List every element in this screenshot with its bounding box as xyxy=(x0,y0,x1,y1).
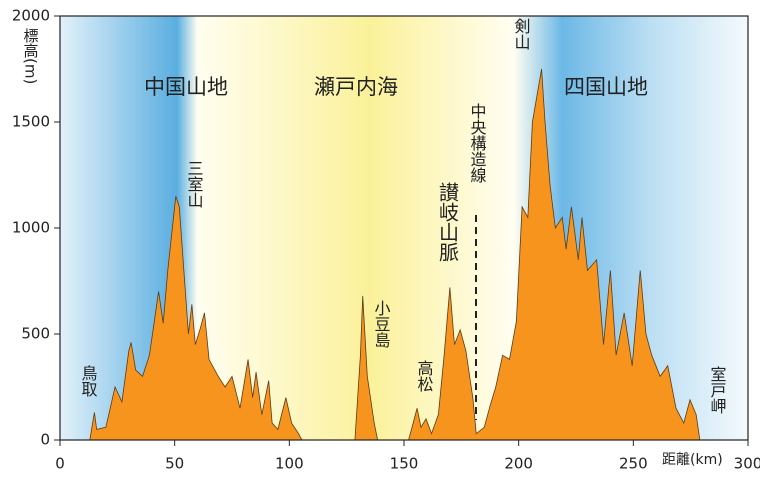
y-axis-label: 標高(m) xyxy=(22,28,40,84)
x-tick-label: 100 xyxy=(275,455,304,473)
x-tick-label: 250 xyxy=(619,455,648,473)
annotation: 剣山 xyxy=(512,18,531,50)
x-tick-label: 0 xyxy=(55,455,65,473)
annotation: 小豆島 xyxy=(372,300,391,348)
x-tick-label: 50 xyxy=(165,455,184,473)
y-tick-label: 1000 xyxy=(12,219,50,237)
annotation: 瀬戸内海 xyxy=(314,75,398,99)
y-tick-label: 500 xyxy=(21,325,50,343)
x-tick-label: 200 xyxy=(504,455,533,473)
x-axis-label: 距離(km) xyxy=(662,451,723,468)
annotation: 中央構造線 xyxy=(468,103,487,183)
annotation: 三室山 xyxy=(185,160,204,208)
y-tick-label: 0 xyxy=(40,431,50,449)
annotation: 室戸岬 xyxy=(708,366,727,414)
annotation: 鳥取 xyxy=(79,365,98,397)
x-tick-label: 150 xyxy=(390,455,419,473)
annotation: 讃岐山脈 xyxy=(436,182,460,262)
x-tick-label: 300 xyxy=(734,455,760,473)
elevation-area xyxy=(89,68,701,441)
annotation: 高松 xyxy=(415,360,434,392)
annotation: 中国山地 xyxy=(144,75,228,99)
y-tick-label: 2000 xyxy=(12,7,50,25)
y-tick-label: 1500 xyxy=(12,113,50,131)
annotation: 四国山地 xyxy=(564,75,648,99)
